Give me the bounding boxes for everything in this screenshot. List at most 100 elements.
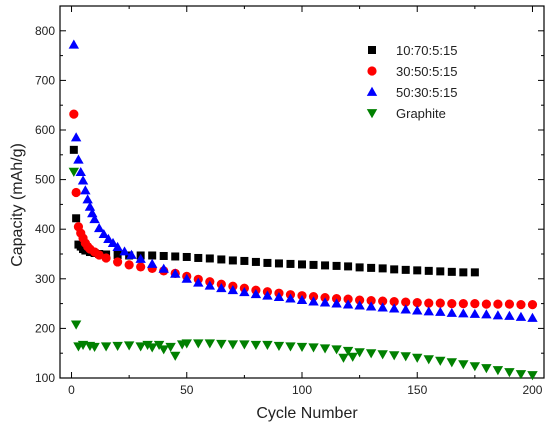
data-point (286, 259, 295, 268)
data-point (70, 132, 82, 142)
data-point (481, 364, 492, 374)
data-point (527, 299, 538, 310)
data-point (73, 154, 84, 164)
data-point (146, 343, 158, 353)
data-point (239, 286, 250, 297)
data-point (390, 265, 399, 274)
data-point (354, 348, 365, 358)
data-point (401, 297, 411, 307)
data-point (103, 233, 114, 244)
data-point (388, 303, 400, 313)
x-tick-label: 200 (522, 383, 542, 397)
data-point (142, 340, 153, 350)
data-point (113, 250, 122, 259)
data-point (527, 312, 538, 322)
legend-label: 50:30:5:15 (396, 85, 457, 100)
data-point (148, 251, 157, 260)
data-point (89, 214, 100, 224)
data-point (107, 237, 119, 247)
data-point (355, 263, 364, 272)
data-point (112, 241, 123, 251)
data-point (68, 167, 80, 177)
data-point (98, 228, 109, 239)
data-point (158, 263, 169, 273)
data-point (516, 299, 526, 310)
plot-area-border (59, 5, 545, 379)
data-point (436, 267, 445, 276)
data-point (389, 297, 399, 307)
data-point (204, 280, 216, 290)
data-point (182, 252, 191, 261)
legend-label: Graphite (396, 106, 446, 121)
data-point (136, 262, 146, 272)
data-point (205, 254, 214, 263)
data-point (343, 294, 353, 304)
data-point (481, 299, 491, 309)
data-point (515, 311, 527, 321)
data-point (228, 256, 237, 265)
data-point (274, 259, 283, 268)
data-point (123, 341, 135, 351)
data-point (262, 340, 273, 350)
data-point (113, 257, 123, 267)
data-point (250, 340, 262, 350)
y-tick-label: 300 (35, 272, 55, 286)
data-point (424, 266, 433, 275)
legend-label: 10:70:5:15 (396, 43, 457, 58)
data-point (412, 298, 422, 308)
data-point (446, 307, 458, 317)
data-point (216, 339, 227, 349)
data-point (388, 351, 400, 361)
data-point (412, 353, 423, 363)
data-point (458, 360, 469, 370)
legend: 10:70:5:15 30:50:5:15 50:30:5:15 Graphite (366, 43, 457, 121)
data-point (194, 253, 203, 262)
data-point (181, 273, 192, 283)
data-point (285, 293, 296, 303)
data-point (69, 109, 79, 119)
data-point (469, 308, 481, 318)
series-3-points (68, 167, 538, 381)
data-point (217, 255, 226, 264)
data-point (319, 344, 331, 354)
data-point (331, 345, 342, 355)
data-point (347, 352, 358, 362)
data-point (135, 342, 146, 352)
data-point (70, 320, 82, 330)
legend-marker (367, 66, 377, 76)
data-point (216, 283, 227, 293)
series-1-points (69, 109, 538, 310)
data-point (273, 341, 285, 351)
data-point (377, 350, 388, 360)
data-point (504, 368, 515, 378)
data-point (459, 268, 468, 277)
data-point (240, 256, 249, 265)
data-point (342, 299, 354, 309)
data-point (321, 261, 330, 270)
data-point (80, 185, 91, 195)
data-point (527, 371, 538, 381)
data-point (435, 298, 445, 308)
data-point (75, 166, 86, 177)
data-point (101, 253, 111, 263)
data-point (413, 266, 422, 275)
data-point (285, 342, 296, 352)
data-point (344, 262, 353, 271)
data-point (493, 299, 503, 309)
data-point (193, 277, 204, 287)
data-point (492, 366, 504, 376)
data-point (193, 339, 204, 349)
data-point (170, 351, 181, 361)
y-tick-label: 400 (35, 222, 55, 236)
data-point (355, 295, 365, 305)
data-point (296, 342, 308, 352)
y-tick-label: 200 (35, 321, 55, 335)
data-point (447, 267, 456, 276)
data-point (338, 353, 349, 363)
data-point (308, 343, 319, 353)
data-point (458, 308, 469, 318)
data-point (165, 342, 176, 352)
data-point (378, 264, 387, 273)
data-point (367, 263, 376, 272)
data-point (159, 251, 168, 260)
